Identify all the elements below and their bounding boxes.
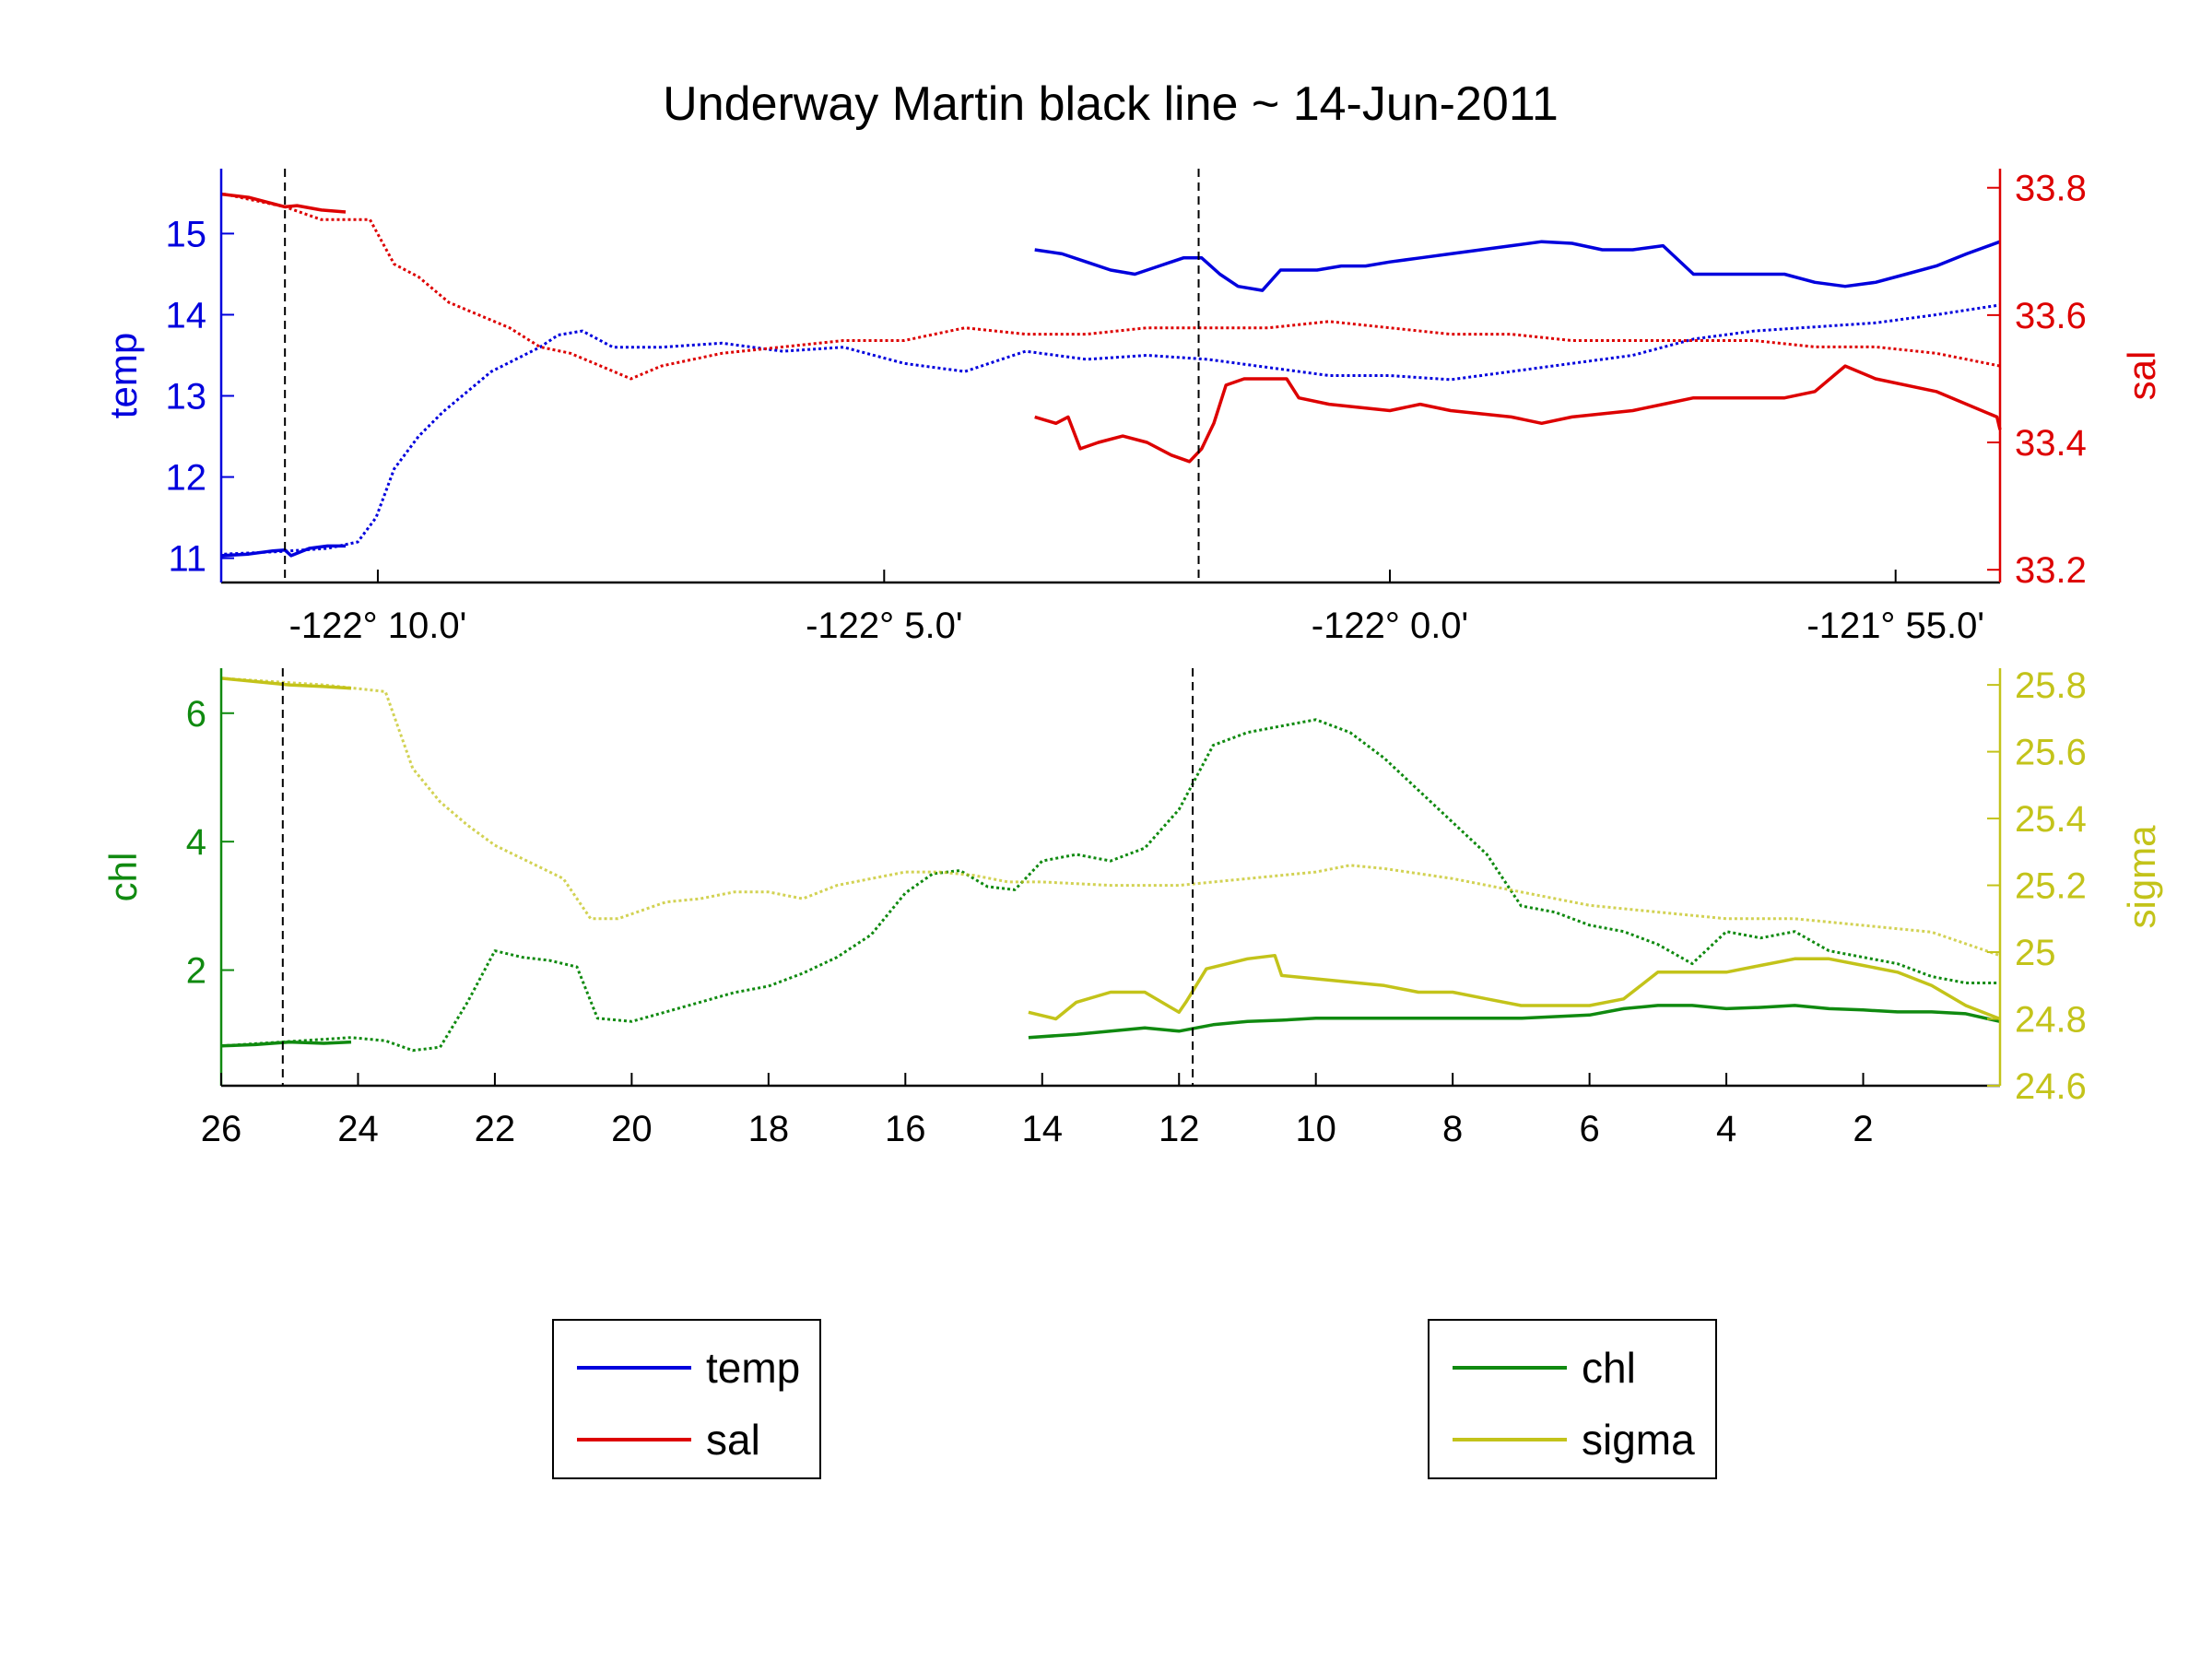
- bottom-panel: 26 24 22 20 18 16 14 12 10 8 6 4 224624.624.82525.22…: [101, 665, 2163, 1149]
- legend-label-chl: chl: [1582, 1344, 1636, 1392]
- series-line-chl-dotted-1: [220, 718, 2000, 1053]
- x-tick-label-8: 10: [1295, 1109, 1336, 1149]
- left-y-axis-label: chl: [101, 853, 145, 902]
- right-y-tick-label-2: 25: [2015, 933, 2056, 973]
- right-y-tick-label-6: 25.8: [2015, 665, 2087, 706]
- x-tick-label-9: 8: [1442, 1109, 1463, 1149]
- legend-temp-sal: temp sal: [552, 1319, 821, 1479]
- series-line-sigma-dotted-3: [220, 677, 2001, 958]
- x-tick-label-4: 18: [748, 1109, 790, 1149]
- x-tick-label-3: 20: [611, 1109, 653, 1149]
- x-tick-label-10: 6: [1579, 1109, 1599, 1149]
- legend-box: [1428, 1319, 1717, 1479]
- x-tick-label-6: 14: [1022, 1109, 1064, 1149]
- legend-label-sigma: sigma: [1582, 1416, 1695, 1464]
- left-y-axis-label: temp: [101, 333, 145, 418]
- x-tick-label-0: -122° 10.0': [289, 606, 467, 646]
- series-line-sal-solid-2: [220, 192, 347, 214]
- right-y-tick-label-3: 25.2: [2015, 866, 2087, 907]
- series-line-chl-solid-4: [1028, 1004, 2001, 1040]
- left-y-tick-label-1: 12: [166, 458, 207, 499]
- left-y-tick-label-2: 6: [186, 694, 206, 735]
- chart-title: Underway Martin black line ~ 14-Jun-2011: [663, 77, 1559, 131]
- legend-box: [552, 1319, 821, 1479]
- series-line-sigma-solid-5: [1028, 953, 2001, 1021]
- top-panel: -122° 10.0' -122° 5.0' -122° 0.0' -121° 55.…: [101, 169, 2163, 646]
- left-y-tick-label-3: 14: [166, 295, 207, 335]
- legend-chl-sigma: chl sigma: [1428, 1319, 1717, 1479]
- x-tick-label-3: -121° 55.0': [1806, 606, 1984, 646]
- x-tick-label-1: -122° 5.0': [806, 606, 962, 646]
- series-line-sal-dotted-3: [223, 193, 2001, 381]
- x-tick-label-2: 22: [475, 1109, 516, 1149]
- right-y-tick-label-2: 33.6: [2015, 296, 2087, 336]
- right-y-tick-label-0: 24.6: [2015, 1066, 2087, 1107]
- x-tick-label-5: 16: [885, 1109, 926, 1149]
- right-y-tick-label-3: 33.8: [2015, 169, 2087, 209]
- right-y-tick-label-0: 33.2: [2015, 550, 2087, 591]
- x-tick-label-1: 24: [337, 1109, 379, 1149]
- left-y-tick-label-0: 11: [168, 539, 206, 580]
- x-tick-label-12: 2: [1853, 1109, 1873, 1149]
- x-tick-label-2: -122° 0.0': [1312, 606, 1468, 646]
- legend-label-sal: sal: [706, 1416, 760, 1464]
- left-y-tick-label-4: 15: [166, 214, 207, 254]
- right-y-tick-label-1: 24.8: [2015, 1000, 2087, 1041]
- left-y-tick-label-0: 2: [186, 951, 206, 992]
- series-line-sal-solid-5: [1034, 364, 2002, 464]
- legend-label-temp: temp: [706, 1344, 800, 1392]
- right-y-tick-label-1: 33.4: [2015, 423, 2087, 464]
- series-line-temp-solid-0: [220, 544, 346, 558]
- x-tick-label-7: 12: [1159, 1109, 1200, 1149]
- right-y-tick-label-5: 25.6: [2015, 733, 2087, 773]
- series-line-chl-solid-0: [220, 1040, 352, 1048]
- left-y-tick-label-1: 4: [186, 822, 206, 863]
- x-tick-label-0: 26: [201, 1109, 242, 1149]
- right-y-axis-label: sigma: [2120, 825, 2163, 929]
- left-y-tick-label-2: 13: [166, 377, 207, 418]
- series-line-temp-dotted-1: [224, 303, 2001, 556]
- series-line-temp-solid-4: [1034, 240, 2001, 292]
- right-y-axis-label: sal: [2120, 351, 2163, 401]
- x-tick-label-11: 4: [1716, 1109, 1736, 1149]
- right-y-tick-label-4: 25.4: [2015, 799, 2087, 840]
